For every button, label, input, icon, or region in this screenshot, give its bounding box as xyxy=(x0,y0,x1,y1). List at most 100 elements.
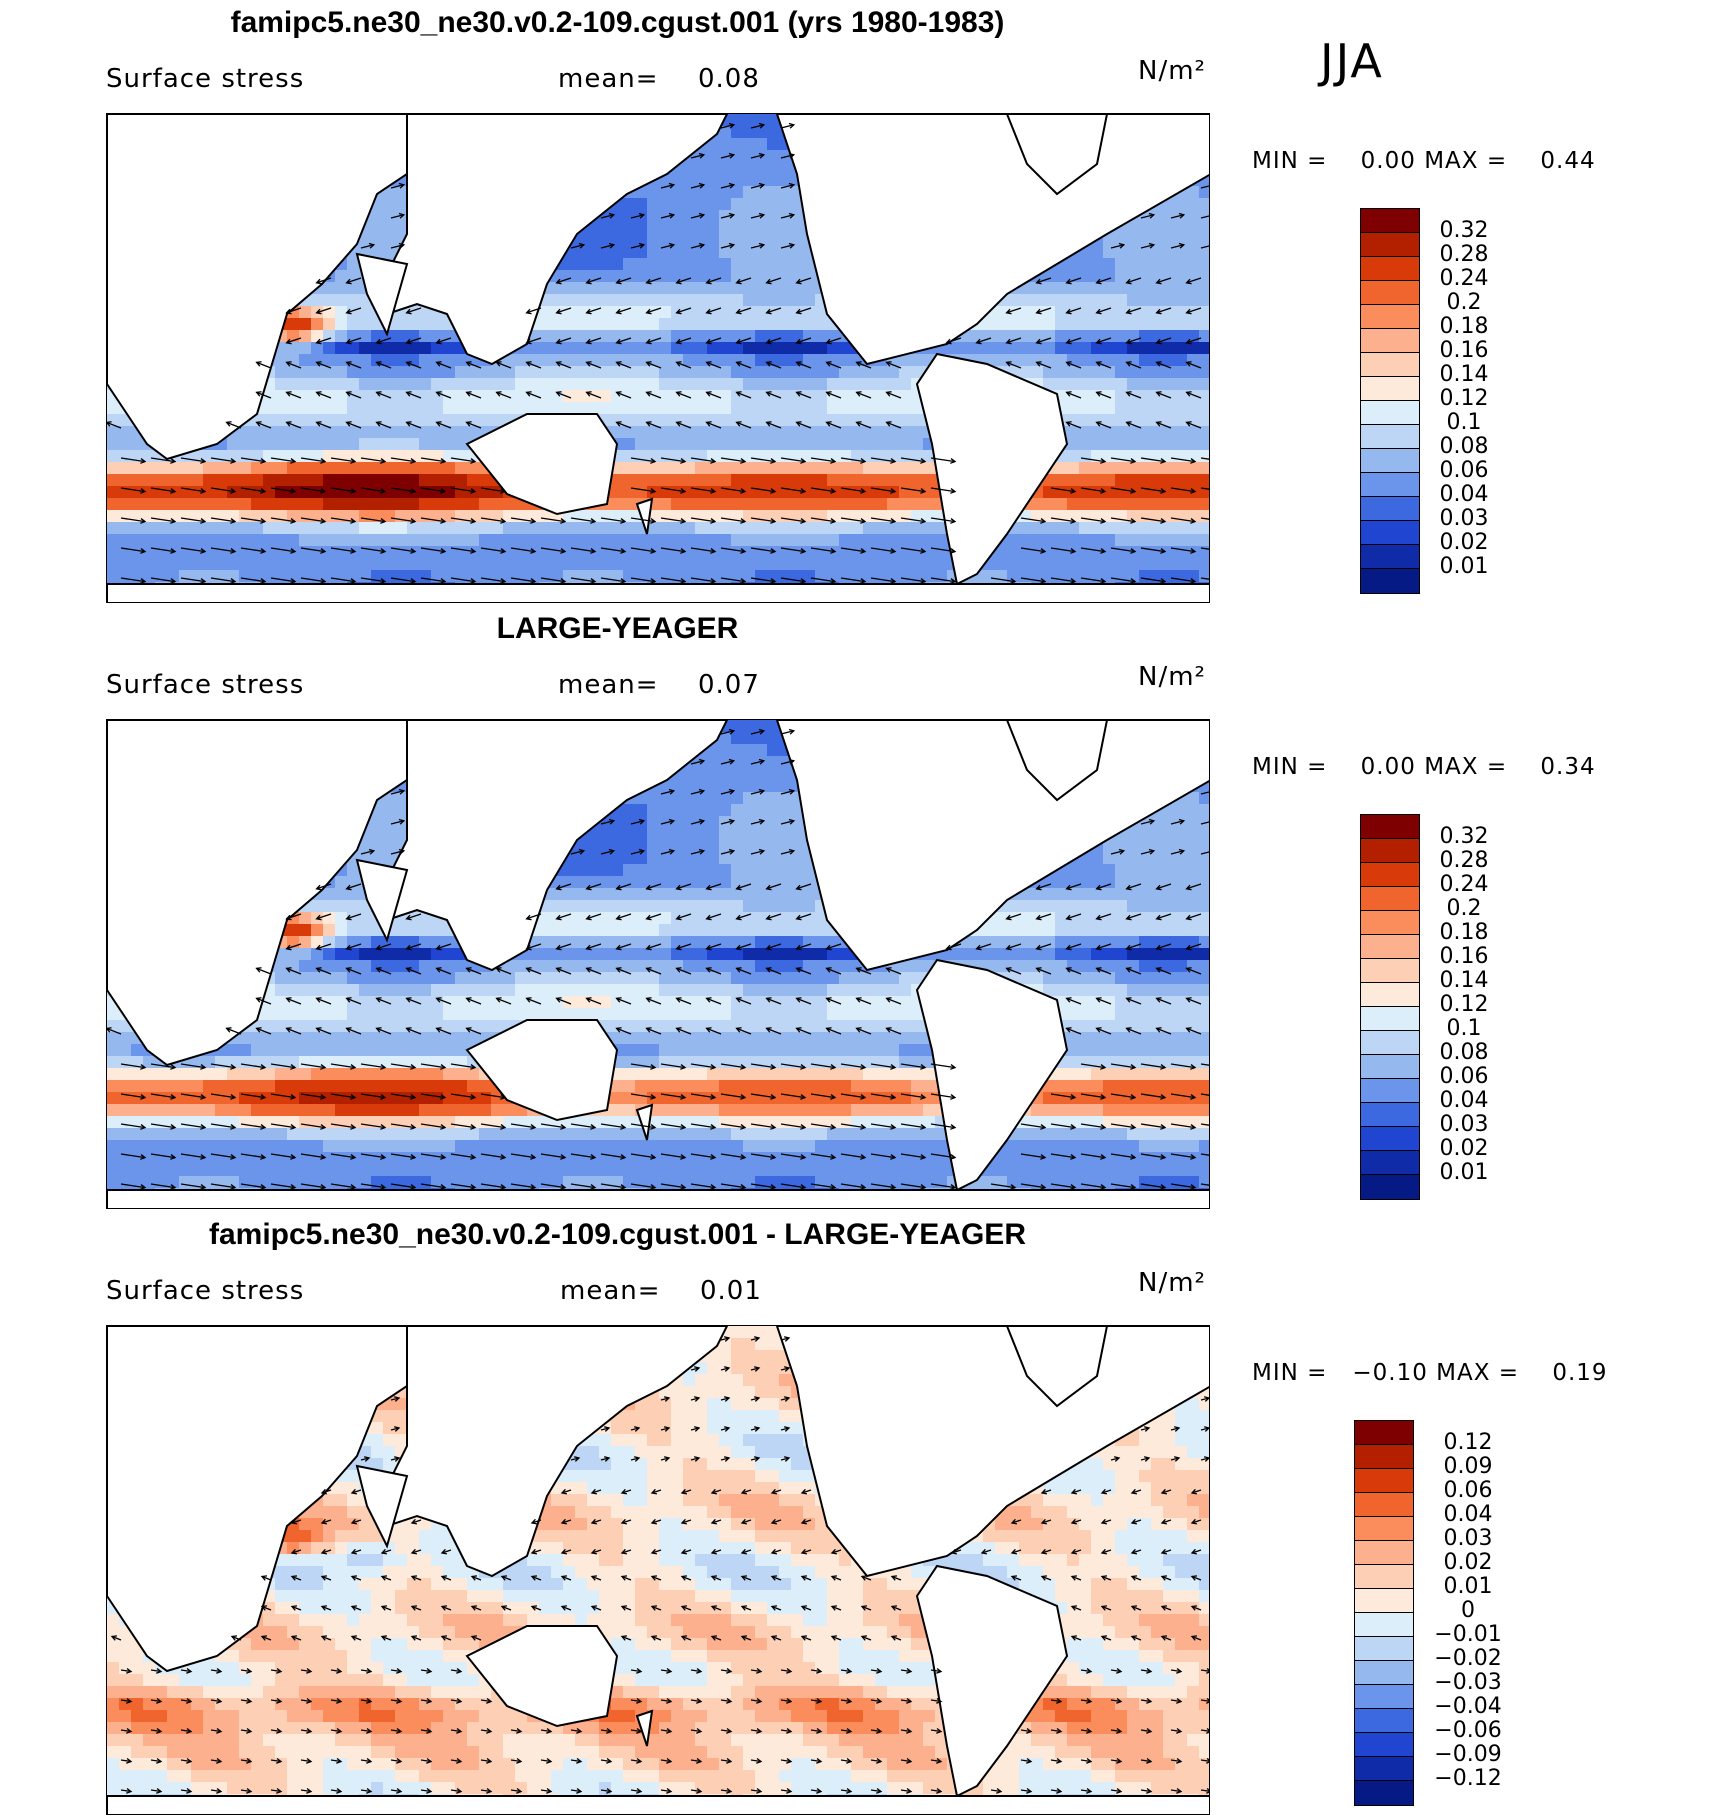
stress-vector-head xyxy=(405,997,412,1003)
stress-vector xyxy=(540,1153,566,1159)
colorbar-level-label: 0.04 xyxy=(1443,1502,1493,1527)
stress-vector-head xyxy=(1190,1154,1197,1160)
stress-vector-head xyxy=(855,1027,862,1033)
stress-vector-head xyxy=(723,1366,731,1372)
stress-vector-head xyxy=(410,1548,418,1555)
stress-vector-head xyxy=(710,1184,717,1190)
stress-vector xyxy=(676,337,692,344)
stress-vector-head xyxy=(380,1548,388,1555)
panel-2-title: LARGE-YEAGER xyxy=(496,612,739,645)
stress-vector xyxy=(780,1397,790,1401)
colorbar-swatch xyxy=(1361,473,1419,497)
stress-vector xyxy=(240,577,266,583)
stress-vector-head xyxy=(1155,884,1162,891)
stress-vector xyxy=(870,577,896,583)
stress-vector-head xyxy=(290,1635,298,1641)
stress-vector-head xyxy=(345,997,352,1003)
stress-vector xyxy=(411,1549,422,1554)
stress-vector xyxy=(1050,1789,1062,1793)
stress-vector xyxy=(780,850,794,855)
stress-vector-head xyxy=(675,884,682,891)
stress-vector-head xyxy=(765,391,772,397)
land-australia xyxy=(465,1625,619,1728)
stress-vector xyxy=(390,184,404,189)
stress-vector xyxy=(690,820,704,825)
stress-vector-head xyxy=(590,1184,597,1190)
stress-vector-head xyxy=(680,458,687,464)
stress-vector-head xyxy=(1125,391,1132,397)
stress-vector xyxy=(450,577,476,583)
stress-vector xyxy=(1170,1669,1182,1673)
stress-vector xyxy=(621,1605,632,1611)
stress-vector xyxy=(630,850,644,855)
stress-vector xyxy=(900,457,926,463)
stress-vector-head xyxy=(495,361,502,367)
stress-vector-head xyxy=(920,578,927,584)
stress-vector-head xyxy=(107,421,112,427)
stress-vector-head xyxy=(830,1154,837,1160)
stress-vector xyxy=(720,184,734,189)
stress-vector xyxy=(226,421,242,429)
stress-vector xyxy=(660,487,686,493)
stress-vector-head xyxy=(770,1548,778,1555)
stress-vector xyxy=(1020,577,1046,583)
stress-vector-head xyxy=(1095,338,1102,345)
stress-vector-head xyxy=(770,1605,778,1611)
panel-1-mean-value: 0.08 xyxy=(698,64,760,94)
stress-vector xyxy=(780,1759,792,1763)
stress-vector-head xyxy=(795,884,802,891)
stress-vector xyxy=(420,1123,446,1129)
stress-vector-head xyxy=(380,1094,387,1100)
stress-vector xyxy=(990,577,1016,583)
stress-vector xyxy=(351,1635,362,1641)
stress-vector xyxy=(1096,307,1112,314)
stress-vector-head xyxy=(1100,1124,1107,1130)
stress-vector xyxy=(706,967,722,975)
stress-vector-head xyxy=(1070,1094,1077,1100)
stress-vector-head xyxy=(890,1184,897,1190)
stress-vector-head xyxy=(758,242,766,249)
stress-vector xyxy=(1096,337,1112,344)
stress-vector xyxy=(750,850,764,855)
stress-vector xyxy=(240,457,266,463)
stress-vector xyxy=(390,820,404,825)
stress-vector xyxy=(420,1093,446,1099)
stress-vector-head xyxy=(555,278,562,285)
stress-vector-head xyxy=(350,1154,357,1160)
stress-vector xyxy=(600,850,614,855)
stress-vector-head xyxy=(126,1727,133,1734)
stress-vector-head xyxy=(200,1094,207,1100)
stress-vector-head xyxy=(753,1426,761,1432)
stress-vector-head xyxy=(1035,967,1042,973)
stress-vector xyxy=(990,1183,1016,1189)
stress-vector xyxy=(286,967,302,975)
stress-vector-head xyxy=(770,1488,778,1495)
max-label: MAX = xyxy=(1424,754,1508,780)
stress-vector-head xyxy=(756,1757,763,1764)
stress-vector xyxy=(660,214,674,219)
stress-vector-head xyxy=(200,458,207,464)
stress-vector-head xyxy=(366,1667,373,1674)
stress-vector xyxy=(526,967,542,975)
stress-vector xyxy=(316,1027,332,1035)
stress-vector-head xyxy=(1100,1548,1108,1555)
stress-vector-head xyxy=(573,1456,581,1462)
stress-vector xyxy=(646,997,662,1005)
stress-vector-head xyxy=(698,758,706,765)
stress-vector xyxy=(750,1729,762,1733)
stress-vector-head xyxy=(590,578,597,584)
stress-vector-head xyxy=(860,1635,868,1641)
stress-vector xyxy=(1071,1489,1082,1494)
stress-vector xyxy=(390,487,416,493)
stress-vector xyxy=(466,1027,482,1035)
stress-vector xyxy=(750,1153,776,1159)
stress-vector-head xyxy=(1146,1757,1153,1764)
stress-vector xyxy=(1200,821,1209,825)
stress-vector-head xyxy=(1146,1727,1153,1734)
stress-vector-head xyxy=(1190,1094,1197,1100)
stress-vector-head xyxy=(1040,1488,1048,1495)
stress-vector xyxy=(1170,487,1196,493)
stress-vector-head xyxy=(336,1667,343,1674)
stress-vector-head xyxy=(440,1184,447,1190)
stress-vector-head xyxy=(765,997,772,1003)
